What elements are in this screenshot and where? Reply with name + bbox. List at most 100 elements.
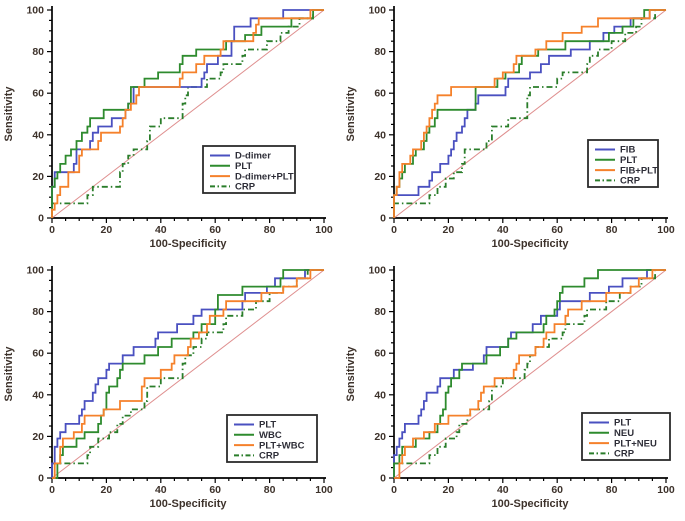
legend-label-WBC: WBC [259,430,282,441]
series-PLT+WBC [52,269,324,479]
y-tick-label: 60 [374,88,386,100]
roc-panel-top-left: 0 0 20 20 40 40 60 60 80 80 100 100 100-Specificity S… [0,0,342,260]
y-tick-label: 20 [32,171,44,183]
x-tick-label: 100 [315,224,333,236]
x-tick-label: 60 [209,224,221,236]
y-tick-label: 60 [374,348,386,360]
x-tick-label: 80 [264,484,276,496]
y-tick-label: 60 [32,88,44,100]
legend-label-PLT: PLT [614,418,631,429]
legend-label-PLT+NEU: PLT+NEU [614,438,657,449]
y-tick-label: 0 [380,213,386,225]
y-tick-label: 100 [26,5,44,17]
x-tick-label: 0 [49,224,55,236]
legend-label-PLT: PLT [620,155,637,166]
series-NEU [393,269,666,478]
y-tick-label: 40 [374,389,386,401]
x-tick-label: 60 [209,484,221,496]
x-axis-label: 100-Specificity [149,238,227,250]
y-tick-label: 80 [32,46,44,58]
x-axis-label: 100-Specificity [149,498,227,510]
x-axis-label: 100-Specificity [491,498,569,510]
x-tick-label: 80 [264,224,276,236]
legend-label-PLT: PLT [235,161,252,172]
legend-box [202,145,296,194]
x-tick-label: 80 [606,224,618,236]
y-tick-label: 60 [32,348,44,360]
x-tick-label: 0 [391,224,397,236]
y-axis-label: Sensitivity [3,346,15,402]
y-tick-label: 20 [374,171,386,183]
x-tick-label: 40 [155,484,167,496]
y-tick-label: 40 [374,129,386,141]
roc-chart-top-left: 00 20 20 40 40 60 60 80 80 100 100 100-Specificity S… [3,5,333,251]
roc-panel-top-right: 0 0 20 20 40 40 60 60 80 80 100 100 100-Specificity S… [342,0,685,260]
y-tick-label: 100 [26,265,44,277]
series-CRP [393,269,666,478]
x-tick-label: 100 [657,224,675,236]
legend-label-D-dimer+PLT: D-dimer+PLT [235,171,294,182]
legend-label-NEU: NEU [614,428,634,439]
x-tick-label: 60 [551,224,563,236]
y-tick-label: 0 [38,473,44,485]
y-tick-label: 40 [32,129,44,141]
y-tick-label: 100 [368,5,386,17]
y-tick-label: 20 [374,431,386,443]
x-tick-label: 40 [497,484,509,496]
legend-label-CRP: CRP [620,176,641,187]
legend-label-CRP: CRP [259,451,280,462]
y-tick-label: 0 [38,213,44,225]
x-tick-label: 40 [155,224,167,236]
x-tick-label: 0 [49,484,55,496]
y-tick-label: 40 [32,389,44,401]
reference-diagonal [393,9,667,219]
legend-label-CRP: CRP [235,182,256,193]
series-PLT+NEU [394,269,666,479]
y-tick-label: 80 [374,306,386,318]
series-PLT [51,269,324,478]
roc-panel-bottom-left: 0 0 20 20 40 40 60 60 80 80 100 100 100-Specificity S… [0,260,342,521]
x-tick-label: 20 [101,484,113,496]
y-tick-label: 100 [368,265,386,277]
x-tick-label: 100 [657,484,675,496]
x-axis-label: 100-Specificity [491,238,569,250]
x-tick-label: 20 [443,484,455,496]
roc-chart-bottom-right: 00 20 20 40 40 60 60 80 80 100 100 100-Specificity S… [345,265,675,511]
y-axis-label: Sensitivity [345,86,357,142]
reference-diagonal [393,269,667,479]
legend-label-FIB+PLT: FIB+PLT [620,165,658,176]
y-tick-label: 80 [32,306,44,318]
series-FIB [393,9,666,218]
x-tick-label: 60 [551,484,563,496]
legend-label-D-dimer: D-dimer [235,151,271,162]
x-tick-label: 20 [101,224,113,236]
legend-label-FIB: FIB [620,145,635,156]
series-CRP [393,9,666,218]
x-tick-label: 40 [497,224,509,236]
series-CRP [51,9,324,218]
series-WBC [52,269,324,479]
legend-box [581,412,671,461]
x-tick-label: 0 [391,484,397,496]
y-tick-label: 20 [32,431,44,443]
legend-label-PLT+WBC: PLT+WBC [259,440,305,451]
y-tick-label: 80 [374,46,386,58]
series-D-dimer+PLT [51,9,324,218]
x-tick-label: 100 [315,484,333,496]
roc-chart-top-right: 00 20 20 40 40 60 60 80 80 100 100 100-Specificity S… [345,5,675,251]
legend-box [587,139,659,188]
roc-panel-bottom-right: 0 0 20 20 40 40 60 60 80 80 100 100 100-Specificity S… [342,260,685,521]
reference-diagonal [51,9,325,219]
legend-label-PLT: PLT [259,420,276,431]
roc-chart-bottom-left: 00 20 20 40 40 60 60 80 80 100 100 100-Specificity S… [3,265,333,511]
y-axis-label: Sensitivity [345,346,357,402]
legend-label-CRP: CRP [614,449,635,460]
series-FIB+PLT [393,9,666,218]
y-tick-label: 0 [380,473,386,485]
x-tick-label: 20 [443,224,455,236]
series-PLT [393,269,666,478]
x-tick-label: 80 [606,484,618,496]
legend-box [226,414,318,463]
reference-diagonal [51,269,325,479]
